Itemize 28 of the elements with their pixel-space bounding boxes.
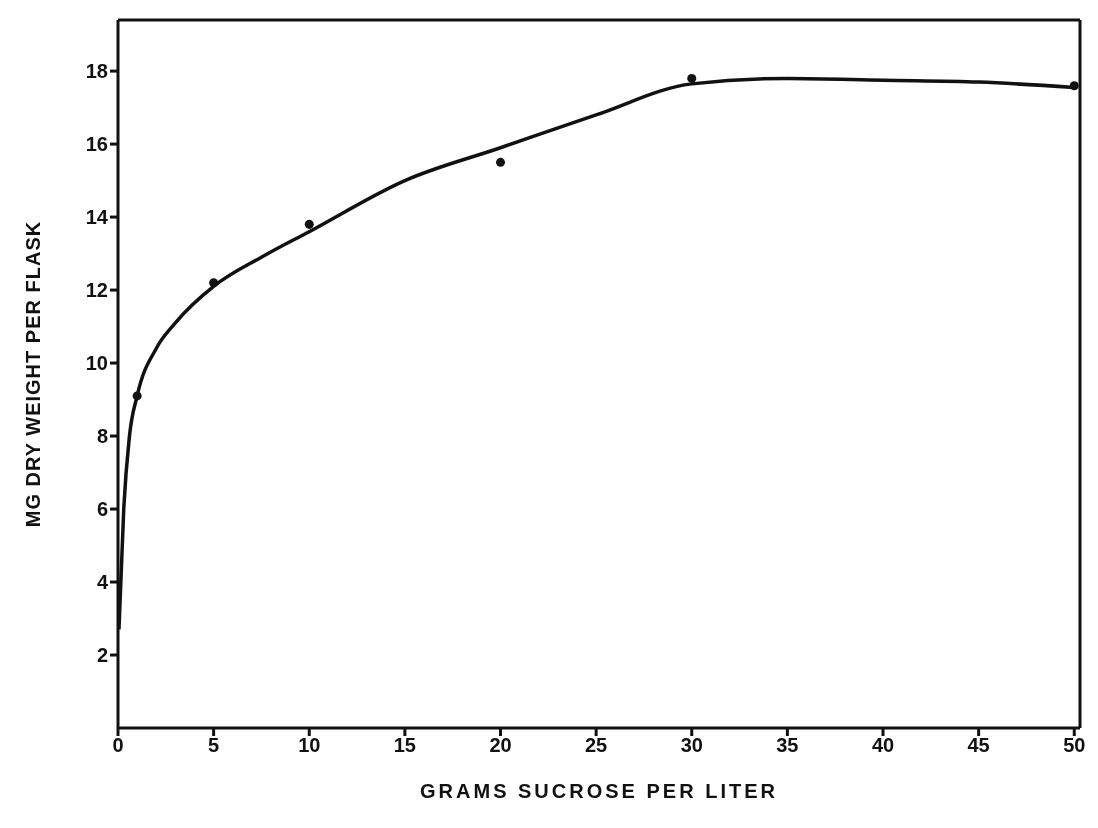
x-tick-label: 15 (393, 734, 416, 757)
y-tick-label: 2 (96, 644, 108, 667)
x-tick-label: 35 (776, 734, 799, 757)
x-tick-label: 20 (489, 734, 512, 757)
y-tick-label: 4 (96, 571, 109, 594)
y-tick-label: 14 (85, 206, 109, 229)
point (687, 73, 697, 83)
x-tick-label: 50 (1063, 734, 1086, 757)
y-axis-title: MG DRY WEIGHT PER FLASK (22, 220, 45, 528)
x-tick-label: 5 (208, 734, 220, 757)
x-tick-label: 25 (585, 734, 608, 757)
x-axis-title: GRAMS SUCROSE PER LITER (420, 780, 778, 802)
y-tick-label: 10 (85, 352, 108, 375)
y-tick-label: 18 (85, 60, 108, 83)
point (304, 219, 314, 229)
x-tick-label: 0 (112, 734, 124, 757)
y-tick-label: 16 (85, 133, 108, 156)
y-tick-label: 8 (96, 425, 108, 448)
x-tick-label: 40 (871, 734, 895, 757)
y-tick-label: 12 (85, 279, 108, 302)
point (209, 278, 219, 288)
y-tick-label: 6 (96, 498, 108, 521)
x-tick-label: 30 (680, 734, 703, 757)
x-tick-label: 10 (298, 734, 321, 757)
point (1069, 81, 1079, 91)
point (495, 157, 506, 167)
point (132, 391, 142, 401)
x-tick-label: 45 (967, 734, 990, 757)
